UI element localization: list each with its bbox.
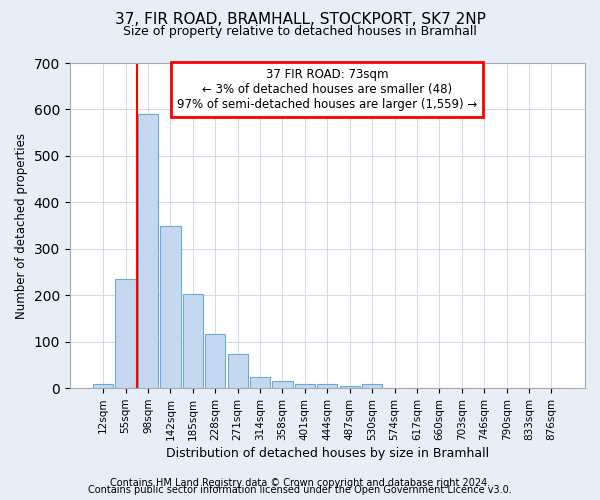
Bar (340, 386, 360, 388)
Bar (160, 226, 181, 388)
Bar (272, 381, 293, 388)
X-axis label: Distribution of detached houses by size in Bramhall: Distribution of detached houses by size … (166, 447, 489, 460)
Bar (362, 384, 382, 388)
Bar (205, 334, 226, 388)
Bar (227, 354, 248, 388)
Bar (183, 294, 203, 388)
Text: 37, FIR ROAD, BRAMHALL, STOCKPORT, SK7 2NP: 37, FIR ROAD, BRAMHALL, STOCKPORT, SK7 2… (115, 12, 485, 28)
Bar (93, 384, 113, 388)
Bar (317, 384, 337, 388)
Y-axis label: Number of detached properties: Number of detached properties (15, 132, 28, 318)
Text: Contains HM Land Registry data © Crown copyright and database right 2024.: Contains HM Land Registry data © Crown c… (110, 478, 490, 488)
Text: Size of property relative to detached houses in Bramhall: Size of property relative to detached ho… (123, 25, 477, 38)
Text: 37 FIR ROAD: 73sqm
← 3% of detached houses are smaller (48)
97% of semi-detached: 37 FIR ROAD: 73sqm ← 3% of detached hous… (177, 68, 478, 111)
Bar (295, 384, 315, 388)
Text: Contains public sector information licensed under the Open Government Licence v3: Contains public sector information licen… (88, 485, 512, 495)
Bar (138, 114, 158, 388)
Bar (115, 279, 136, 388)
Bar (250, 376, 270, 388)
